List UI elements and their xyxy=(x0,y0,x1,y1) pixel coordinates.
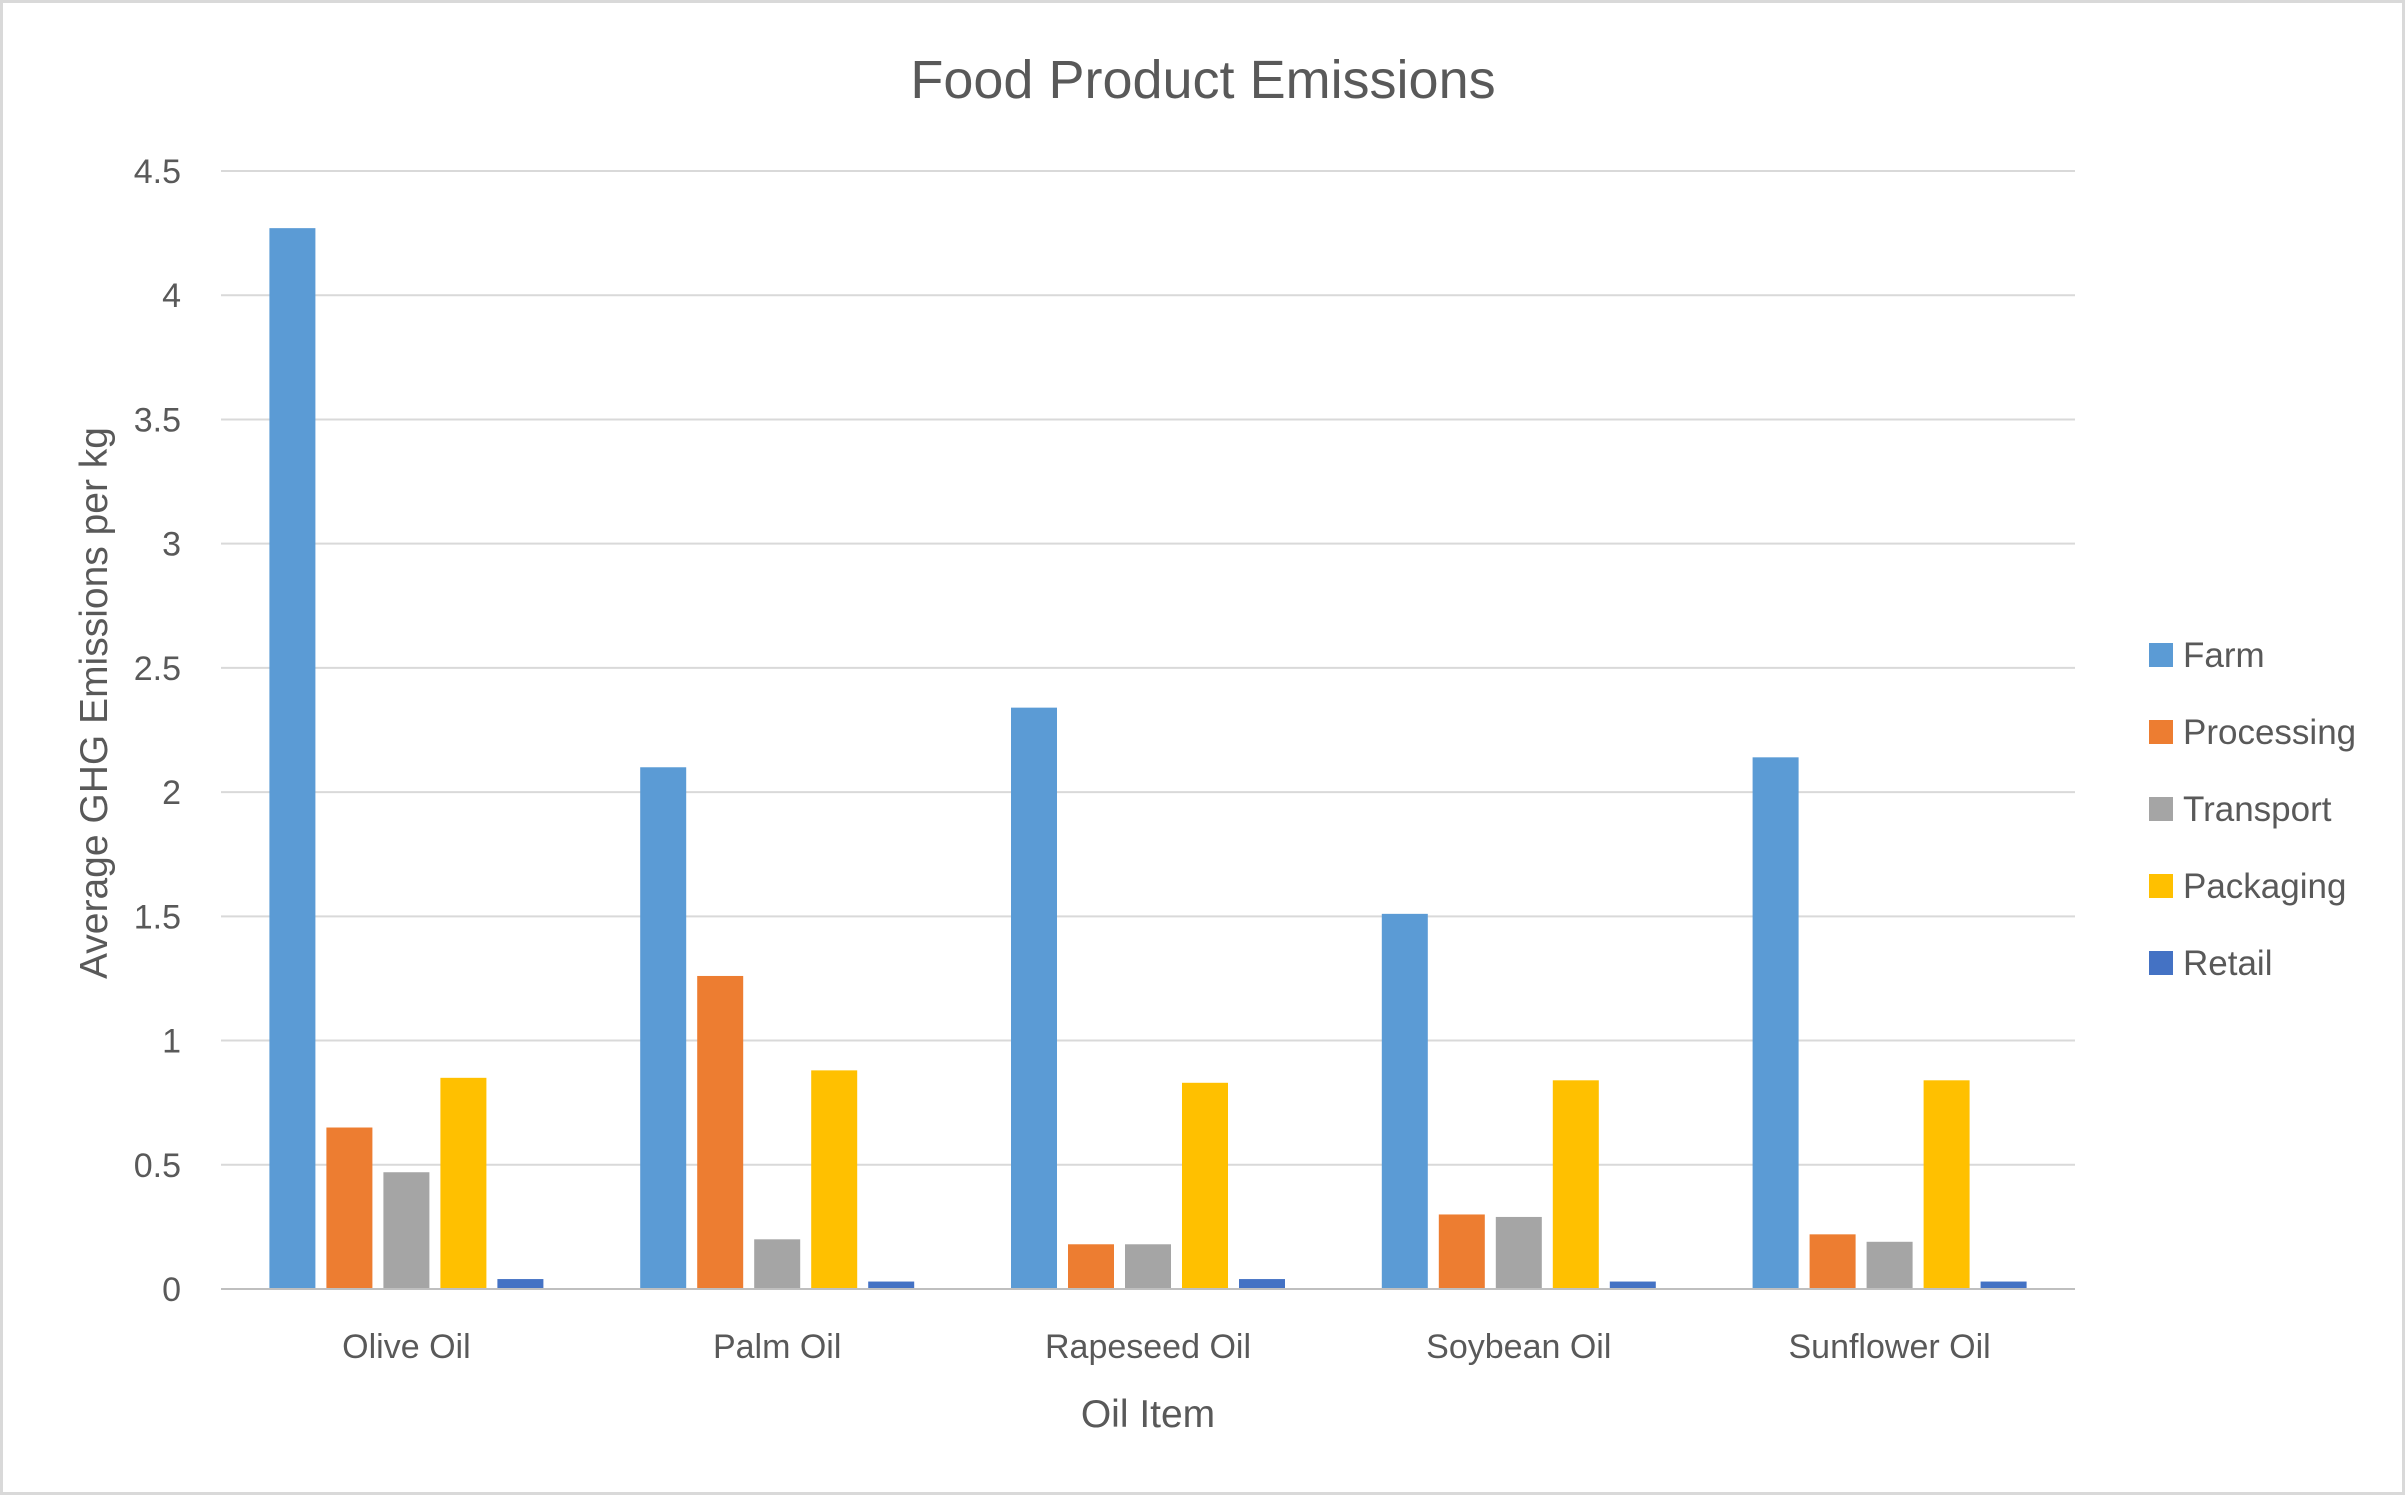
y-tick-label: 2.5 xyxy=(134,650,181,688)
bar-farm-sunflower-oil xyxy=(1752,757,1799,1289)
bar-transport-sunflower-oil xyxy=(1866,1241,1913,1289)
bar-transport-olive-oil xyxy=(383,1172,430,1289)
x-tick-label: Soybean Oil xyxy=(1426,1328,1611,1366)
bar-processing-olive-oil xyxy=(326,1127,373,1289)
y-tick-label: 0.5 xyxy=(134,1147,181,1185)
bar-processing-soybean-oil xyxy=(1438,1214,1485,1289)
x-axis-title: Oil Item xyxy=(1081,1393,1215,1436)
y-axis-title: Average GHG Emissions per kg xyxy=(73,427,116,979)
bar-packaging-soybean-oil xyxy=(1552,1080,1599,1289)
y-tick-label: 3 xyxy=(162,526,181,564)
bar-farm-olive-oil xyxy=(269,228,316,1290)
bar-processing-palm-oil xyxy=(697,975,744,1289)
y-tick-label: 2 xyxy=(162,774,181,812)
x-tick-label: Olive Oil xyxy=(342,1328,470,1366)
bars xyxy=(269,228,2027,1290)
bar-chart: Food Product Emissions 0 0.5 1 1.5 2 2.5 3 3.5 4… xyxy=(73,50,2356,1436)
bar-transport-palm-oil xyxy=(754,1239,801,1289)
bar-packaging-rapeseed-oil xyxy=(1182,1082,1228,1289)
y-tick-label: 1 xyxy=(162,1023,181,1061)
gridlines xyxy=(221,170,2075,1166)
legend-label: Retail xyxy=(2183,944,2272,983)
bar-retail-rapeseed-oil xyxy=(1239,1279,1285,1289)
bar-processing-sunflower-oil xyxy=(1809,1234,1856,1289)
legend-swatch xyxy=(2149,720,2173,744)
legend-label: Farm xyxy=(2183,636,2265,675)
legend: Farm Processing Transport Packaging Retail xyxy=(2149,636,2356,983)
y-tick-label: 1.5 xyxy=(134,898,181,936)
legend-swatch xyxy=(2149,797,2173,821)
legend-swatch xyxy=(2149,951,2173,975)
legend-label: Processing xyxy=(2183,713,2356,752)
legend-label: Packaging xyxy=(2183,867,2346,906)
bar-transport-rapeseed-oil xyxy=(1125,1244,1171,1289)
bar-transport-soybean-oil xyxy=(1495,1216,1542,1289)
x-tick-label: Sunflower Oil xyxy=(1788,1328,1990,1366)
legend-label: Transport xyxy=(2183,790,2332,829)
y-tick-label: 0 xyxy=(162,1271,181,1309)
bar-farm-soybean-oil xyxy=(1381,913,1428,1289)
y-tick-label: 4.5 xyxy=(134,153,181,191)
legend-swatch xyxy=(2149,643,2173,667)
bar-retail-soybean-oil xyxy=(1609,1281,1656,1289)
bar-retail-palm-oil xyxy=(868,1281,915,1289)
bar-packaging-palm-oil xyxy=(811,1070,858,1289)
chart-title: Food Product Emissions xyxy=(910,50,1495,110)
bar-retail-sunflower-oil xyxy=(1980,1281,2027,1289)
bar-packaging-olive-oil xyxy=(440,1077,487,1289)
x-tick-label: Rapeseed Oil xyxy=(1045,1328,1251,1366)
x-axis-ticks: Olive Oil Palm Oil Rapeseed Oil Soybean Oil… xyxy=(342,1328,1991,1366)
bar-farm-palm-oil xyxy=(640,767,687,1289)
bar-farm-rapeseed-oil xyxy=(1011,707,1057,1289)
bar-processing-rapeseed-oil xyxy=(1068,1244,1114,1289)
bar-packaging-sunflower-oil xyxy=(1923,1080,1970,1289)
legend-swatch xyxy=(2149,874,2173,898)
y-tick-label: 3.5 xyxy=(134,401,181,439)
y-axis-ticks: 0 0.5 1 1.5 2 2.5 3 3.5 4 4.5 xyxy=(134,153,181,1309)
bar-retail-olive-oil xyxy=(497,1279,544,1289)
x-tick-label: Palm Oil xyxy=(713,1328,841,1366)
y-tick-label: 4 xyxy=(162,277,181,315)
